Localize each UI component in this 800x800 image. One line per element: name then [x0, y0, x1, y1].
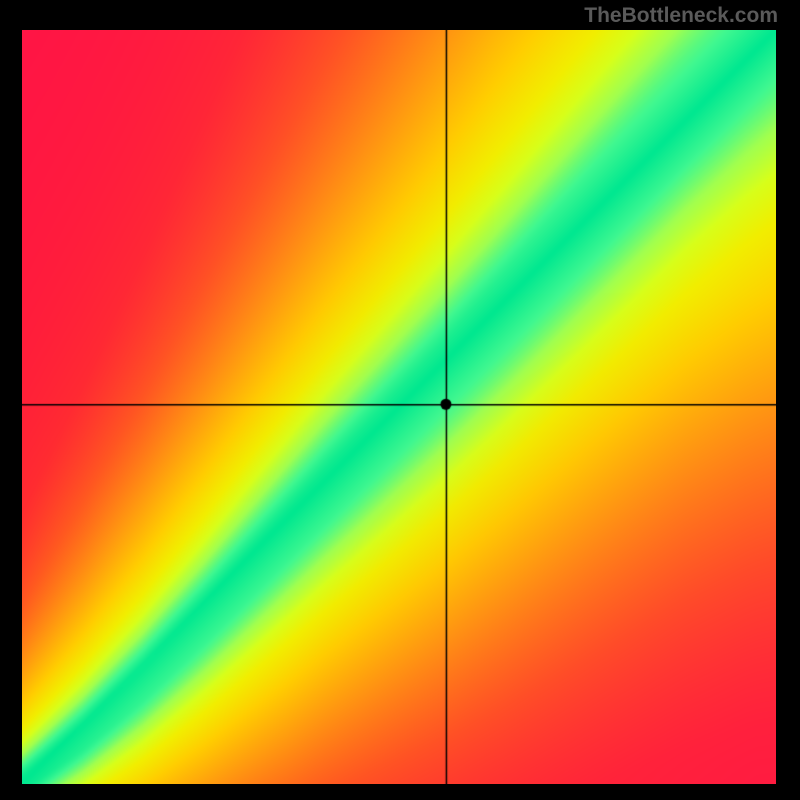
bottleneck-heatmap: [22, 30, 776, 784]
watermark-text: TheBottleneck.com: [584, 4, 778, 28]
chart-container: TheBottleneck.com: [0, 0, 800, 800]
